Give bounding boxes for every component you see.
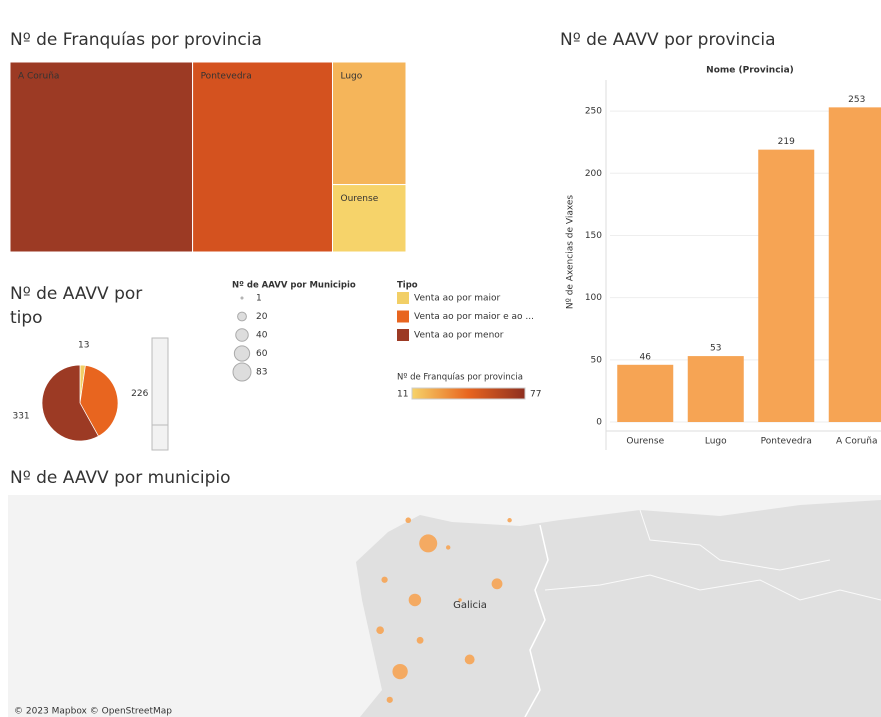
map-point [458, 598, 462, 602]
treemap-label: A Coruña [18, 72, 59, 82]
x-tick-label: Ourense [626, 437, 664, 447]
pie-slice [79, 364, 119, 437]
map-point [386, 696, 393, 703]
border [524, 524, 549, 717]
scrollbar [151, 337, 169, 451]
legend-label: Venta ao por maior e ao ... [414, 312, 534, 322]
bar-value-label: 53 [710, 344, 721, 354]
land [356, 500, 881, 717]
size-legend-title: Nº de AAVV por Municipio [232, 281, 356, 291]
color-legend-min: 11 [397, 390, 408, 400]
size-legend-circle [240, 296, 244, 300]
map-point [491, 578, 503, 590]
x-tick-label: A Coruña [836, 437, 877, 447]
bar-value-label: 219 [778, 137, 795, 147]
legend-swatch [397, 292, 409, 304]
color-legend-title: Nº de Franquías por provincia [397, 373, 523, 383]
pie-title: Nº de AAVV por tipo [10, 284, 143, 328]
bar [687, 356, 744, 422]
legend-swatch [397, 310, 409, 323]
size-legend-circle [232, 362, 252, 382]
size-legend-label: 40 [256, 331, 268, 341]
legend-label: Venta ao por menor [414, 331, 504, 341]
treemap-title: Nº de Franquías por provincia [10, 30, 262, 50]
treemap-cell [9, 61, 194, 253]
size-legend-label: 60 [256, 349, 268, 359]
x-tick-label: Pontevedra [761, 437, 812, 447]
legend-title: Tipo [397, 281, 418, 291]
y-tick-label: 100 [585, 293, 602, 303]
color-legend-max: 77 [530, 390, 541, 400]
size-legend-circle [237, 311, 247, 322]
size-legend-label: 1 [256, 294, 262, 304]
map-point [445, 545, 451, 550]
map-point [376, 626, 384, 635]
bar-header: Nome (Provincia) [706, 66, 794, 76]
y-tick-label: 0 [596, 418, 602, 428]
bar [828, 107, 881, 423]
map-point [416, 636, 424, 644]
y-tick-label: 250 [585, 107, 602, 117]
treemap-label: Pontevedra [201, 72, 252, 82]
map-title: Nº de AAVV por municipio [10, 468, 231, 488]
y-tick-label: 200 [585, 169, 602, 179]
bar [617, 364, 674, 422]
bar-value-label: 46 [640, 352, 652, 362]
map-point [408, 593, 422, 607]
bar-title: Nº de AAVV por provincia [560, 30, 776, 50]
map-point [419, 534, 438, 553]
pie-slice [41, 364, 99, 442]
border [544, 574, 881, 601]
region-label: Galicia [453, 600, 487, 611]
y-axis-label: Nº de Axencias de Viaxes [566, 195, 576, 310]
map-point [405, 517, 412, 524]
treemap-label: Lugo [340, 72, 362, 82]
y-tick-label: 150 [585, 231, 602, 241]
x-tick-label: Lugo [705, 437, 727, 447]
legend-label: Venta ao por maior [414, 294, 501, 304]
size-legend-label: 83 [256, 368, 267, 378]
map-point [464, 654, 475, 665]
color-legend-bar [411, 387, 526, 400]
pie-value-label: 13 [78, 341, 89, 351]
attribution: © 2023 Mapbox © OpenStreetMap [14, 707, 172, 717]
map-point [381, 576, 388, 583]
treemap-cell [192, 61, 333, 253]
bar-value-label: 253 [848, 95, 865, 105]
pie-value-label: 331 [12, 412, 29, 422]
size-legend-circle [233, 345, 251, 362]
size-legend-circle [235, 328, 249, 342]
y-tick-label: 50 [591, 355, 603, 365]
bar [758, 149, 815, 423]
size-legend-label: 20 [256, 312, 268, 322]
map-point [507, 518, 512, 523]
border [639, 509, 831, 571]
pie-value-label: 226 [131, 389, 148, 399]
map-point [392, 663, 408, 680]
treemap-cell [331, 184, 407, 253]
treemap-label: Ourense [340, 194, 378, 204]
legend-swatch [397, 329, 409, 341]
